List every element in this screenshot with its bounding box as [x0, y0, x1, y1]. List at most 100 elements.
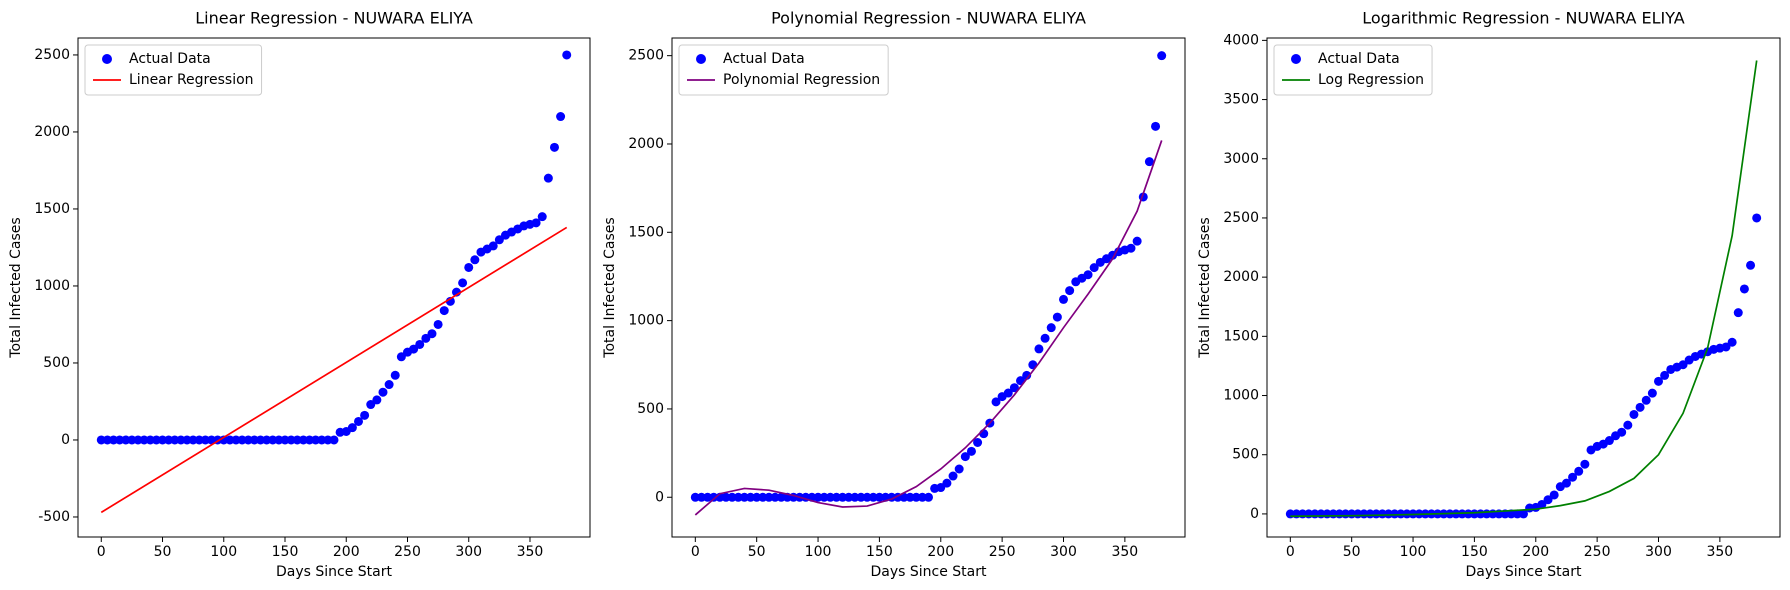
- y-axis-label: Total Infected Cases: [8, 217, 24, 358]
- data-point: [973, 437, 983, 447]
- x-axis-label: Days Since Start: [276, 564, 393, 580]
- data-point: [537, 212, 547, 222]
- x-tick-label: 300: [1645, 544, 1672, 560]
- data-point: [549, 142, 559, 152]
- y-tick-label: 1000: [1223, 388, 1259, 404]
- x-tick-label: 50: [1343, 544, 1361, 560]
- data-point: [1126, 243, 1136, 253]
- data-point: [488, 241, 498, 251]
- data-point: [966, 446, 976, 456]
- axes-frame: [77, 37, 591, 538]
- data-point: [1746, 260, 1756, 270]
- data-point: [1678, 360, 1688, 370]
- data-point: [421, 333, 431, 343]
- legend-label: Linear Regression: [129, 72, 254, 88]
- x-tick-label: 350: [517, 544, 544, 560]
- y-tick-label: 4000: [1223, 32, 1259, 48]
- data-point: [1083, 270, 1093, 280]
- y-tick-label: 0: [61, 432, 70, 448]
- data-point: [954, 464, 964, 474]
- legend-box: [678, 44, 889, 96]
- legend-label: Actual Data: [723, 51, 805, 67]
- x-tick-label: 100: [210, 544, 237, 560]
- data-point: [924, 492, 933, 502]
- data-point: [1739, 284, 1749, 294]
- data-point: [562, 50, 572, 60]
- data-point: [409, 344, 419, 354]
- data-point: [427, 329, 437, 339]
- legend-label: Polynomial Regression: [723, 72, 880, 88]
- data-point: [439, 306, 449, 316]
- data-point: [384, 380, 394, 390]
- data-point: [494, 235, 504, 245]
- data-point: [1059, 294, 1068, 304]
- y-tick-label: 500: [1232, 447, 1259, 463]
- y-tick-label: 500: [637, 401, 664, 417]
- data-point: [1580, 459, 1590, 469]
- chart-title: Linear Regression - NUWARA ELIYA: [195, 9, 473, 28]
- data-point: [1009, 383, 1019, 393]
- x-tick-label: 0: [97, 544, 106, 560]
- data-point: [464, 262, 474, 272]
- data-point: [1623, 420, 1633, 430]
- data-point: [366, 400, 376, 410]
- y-tick-label: 2500: [34, 47, 70, 63]
- x-tick-label: 0: [1286, 544, 1295, 560]
- axes-frame: [671, 37, 1186, 538]
- data-point: [1561, 478, 1571, 488]
- data-point: [360, 410, 370, 420]
- x-tick-label: 250: [1584, 544, 1611, 560]
- data-point: [1132, 236, 1142, 246]
- legend-box: [1273, 44, 1433, 96]
- data-point: [1052, 312, 1062, 322]
- data-point: [1629, 409, 1639, 419]
- y-tick-label: 500: [43, 355, 70, 371]
- y-tick-label: 2000: [34, 124, 70, 140]
- data-point: [1721, 342, 1731, 352]
- legend-marker: [1291, 54, 1301, 64]
- data-point: [556, 112, 566, 122]
- data-point: [1040, 333, 1050, 343]
- data-point: [1647, 388, 1657, 398]
- chart-title: Polynomial Regression - NUWARA ELIYA: [771, 9, 1086, 28]
- regression-line: [694, 140, 1163, 516]
- y-tick-label: -500: [38, 509, 70, 525]
- data-point: [531, 218, 541, 228]
- legend-box: [84, 44, 263, 96]
- x-tick-label: 250: [989, 544, 1016, 560]
- data-point: [1151, 121, 1161, 131]
- data-point: [433, 319, 443, 329]
- data-point: [1543, 495, 1553, 505]
- y-tick-label: 1500: [1223, 328, 1259, 344]
- data-point: [1733, 308, 1743, 318]
- data-point: [347, 423, 357, 433]
- data-point: [1157, 51, 1167, 61]
- data-point: [372, 395, 382, 405]
- y-tick-label: 3500: [1223, 92, 1259, 108]
- data-point: [1022, 370, 1032, 380]
- chart-title: Logarithmic Regression - NUWARA ELIYA: [1362, 9, 1685, 28]
- data-point: [390, 370, 400, 380]
- data-point: [1617, 427, 1627, 437]
- data-point: [396, 352, 406, 362]
- data-point: [329, 435, 339, 445]
- data-point: [942, 478, 952, 488]
- y-tick-label: 1500: [34, 201, 70, 217]
- legend-label: Actual Data: [129, 51, 211, 67]
- x-tick-label: 50: [748, 544, 766, 560]
- x-tick-label: 150: [866, 544, 893, 560]
- data-point: [1635, 402, 1645, 412]
- data-point: [1034, 344, 1044, 354]
- x-tick-label: 50: [154, 544, 172, 560]
- data-point: [1660, 370, 1670, 380]
- data-point: [1003, 388, 1013, 398]
- data-point: [960, 452, 970, 462]
- data-point: [1519, 509, 1528, 519]
- x-tick-label: 300: [1050, 544, 1077, 560]
- plot-area: [1285, 60, 1762, 519]
- data-point: [1654, 376, 1663, 386]
- data-point: [353, 416, 363, 426]
- y-tick-label: 1500: [628, 224, 664, 240]
- data-point: [1568, 472, 1578, 482]
